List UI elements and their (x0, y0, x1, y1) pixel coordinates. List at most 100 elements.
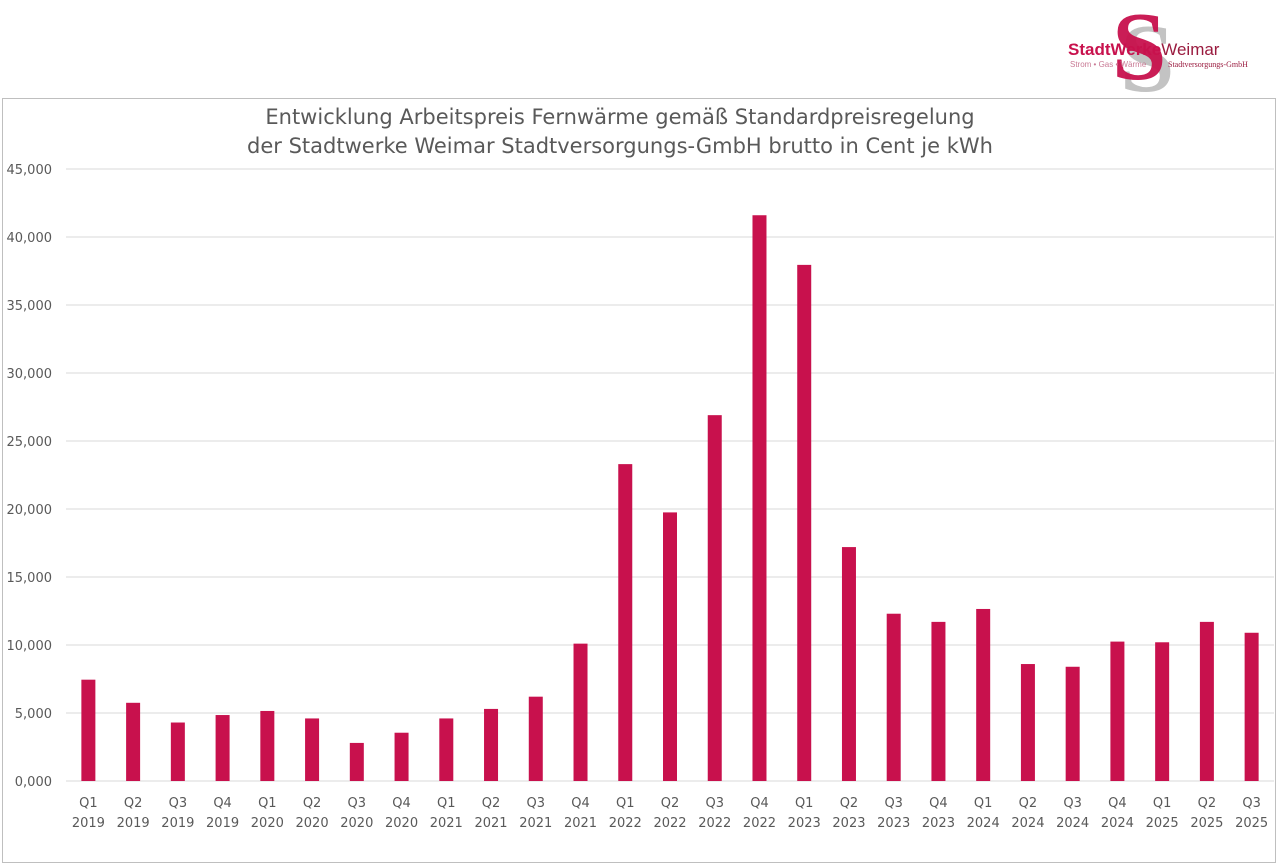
bar-q1-2023 (797, 264, 812, 781)
x-tick-year-15: 2022 (743, 816, 776, 831)
x-tick-year-10: 2021 (519, 816, 552, 831)
chart-frame (2, 98, 1276, 863)
bar-q2-2021 (484, 708, 499, 781)
bar-q3-2020 (349, 742, 364, 781)
x-tick-year-7: 2020 (385, 816, 418, 831)
x-tick-year-24: 2025 (1146, 816, 1179, 831)
logo-wordmark: StadtWerkeWeimar (1068, 40, 1219, 60)
x-tick-year-16: 2023 (788, 816, 821, 831)
bar-q3-2025 (1244, 632, 1259, 781)
x-tick-year-18: 2023 (877, 816, 910, 831)
x-tick-quarter-14: Q3 (705, 796, 724, 811)
x-tick-year-14: 2022 (698, 816, 731, 831)
y-tick-label-3: 15,000 (7, 571, 53, 586)
bar-q4-2021 (573, 643, 588, 781)
x-tick-year-0: 2019 (72, 816, 105, 831)
bar-q3-2024 (1065, 666, 1080, 781)
bar-q2-2023 (841, 547, 856, 781)
bar-q2-2019 (126, 702, 141, 781)
logo-s-glyph: S (1112, 0, 1167, 101)
bar-q4-2019 (215, 715, 230, 781)
y-tick-label-6: 30,000 (7, 367, 53, 382)
y-axis-tick-labels: 0,000 5,000 10,000 15,000 20,000 25,000 30,000… (7, 163, 53, 790)
x-tick-year-22: 2024 (1056, 816, 1089, 831)
bar-q3-2019 (170, 722, 185, 781)
company-logo: S S StadtWerkeWeimar Strom • Gas • Wärme… (1064, 0, 1264, 108)
x-tick-quarter-22: Q3 (1063, 796, 1082, 811)
bar-q3-2021 (528, 696, 543, 781)
x-tick-quarter-21: Q2 (1019, 796, 1038, 811)
x-tick-quarter-18: Q3 (884, 796, 903, 811)
x-tick-year-9: 2021 (474, 816, 507, 831)
bar-q3-2023 (886, 613, 901, 781)
y-tick-label-5: 25,000 (7, 435, 53, 450)
x-tick-year-3: 2019 (206, 816, 239, 831)
x-tick-quarter-12: Q1 (616, 796, 635, 811)
x-tick-quarter-17: Q2 (840, 796, 859, 811)
x-tick-year-13: 2022 (653, 816, 686, 831)
x-tick-quarter-10: Q3 (527, 796, 546, 811)
x-tick-quarter-1: Q2 (124, 796, 143, 811)
x-tick-quarter-9: Q2 (482, 796, 501, 811)
x-tick-quarter-0: Q1 (79, 796, 98, 811)
chart-title: Entwicklung Arbeitspreis Fernwärme gemäß… (0, 103, 1240, 161)
x-tick-quarter-23: Q4 (1108, 796, 1127, 811)
x-tick-quarter-3: Q4 (213, 796, 232, 811)
x-tick-quarter-4: Q1 (258, 796, 277, 811)
chart-title-line2: der Stadtwerke Weimar Stadtversorgungs-G… (247, 134, 993, 158)
x-tick-quarter-19: Q4 (929, 796, 948, 811)
logo-wordmark-part2: Weimar (1161, 40, 1220, 59)
bars (81, 215, 1259, 782)
x-axis-tick-labels: Q1 2019 Q2 2019 Q3 2019 Q4 2019 Q1 2020 Q2 2020 Q3 20… (72, 796, 1268, 831)
x-tick-quarter-5: Q2 (303, 796, 322, 811)
x-tick-year-26: 2025 (1235, 816, 1268, 831)
x-tick-quarter-15: Q4 (750, 796, 769, 811)
x-tick-quarter-20: Q1 (974, 796, 993, 811)
x-tick-quarter-24: Q1 (1153, 796, 1172, 811)
bar-q2-2020 (305, 718, 320, 781)
x-tick-quarter-2: Q3 (169, 796, 188, 811)
logo-subtitle: Stadtversorgungs-GmbH (1168, 60, 1248, 69)
x-tick-quarter-13: Q2 (661, 796, 680, 811)
x-tick-quarter-26: Q3 (1242, 796, 1261, 811)
x-tick-quarter-25: Q2 (1198, 796, 1217, 811)
logo-s-shadow-glyph: S (1120, 5, 1175, 113)
x-tick-quarter-7: Q4 (392, 796, 411, 811)
y-tick-label-7: 35,000 (7, 299, 53, 314)
x-tick-year-11: 2021 (564, 816, 597, 831)
x-tick-year-17: 2023 (832, 816, 865, 831)
bar-q4-2022 (752, 215, 767, 782)
x-tick-year-6: 2020 (340, 816, 373, 831)
bar-q4-2023 (931, 621, 946, 781)
y-tick-label-9: 45,000 (7, 163, 53, 178)
y-tick-label-0: 0,000 (15, 775, 52, 790)
bar-q1-2024 (976, 608, 991, 781)
bar-q4-2020 (394, 732, 409, 781)
x-tick-year-12: 2022 (609, 816, 642, 831)
bar-q2-2025 (1199, 621, 1214, 781)
bar-q1-2025 (1155, 642, 1170, 781)
bar-q4-2024 (1110, 641, 1125, 781)
bar-q1-2020 (260, 710, 275, 781)
x-tick-year-25: 2025 (1190, 816, 1223, 831)
x-tick-year-20: 2024 (967, 816, 1000, 831)
x-tick-quarter-16: Q1 (795, 796, 814, 811)
bar-q1-2022 (618, 464, 633, 781)
logo-tagline: Strom • Gas • Wärme (1070, 60, 1147, 69)
x-tick-year-8: 2021 (430, 816, 463, 831)
x-tick-quarter-11: Q4 (571, 796, 590, 811)
bar-q3-2022 (707, 415, 722, 781)
y-tick-label-8: 40,000 (7, 231, 53, 246)
logo-wordmark-part1: StadtWerke (1068, 40, 1162, 59)
chart-title-line1: Entwicklung Arbeitspreis Fernwärme gemäß… (265, 105, 975, 129)
x-tick-year-5: 2020 (296, 816, 329, 831)
x-tick-year-23: 2024 (1101, 816, 1134, 831)
y-tick-label-4: 20,000 (7, 503, 53, 518)
x-tick-year-4: 2020 (251, 816, 284, 831)
y-tick-label-2: 10,000 (7, 639, 53, 654)
x-tick-year-19: 2023 (922, 816, 955, 831)
x-tick-quarter-6: Q3 (348, 796, 367, 811)
x-tick-year-2: 2019 (161, 816, 194, 831)
x-tick-quarter-8: Q1 (437, 796, 456, 811)
